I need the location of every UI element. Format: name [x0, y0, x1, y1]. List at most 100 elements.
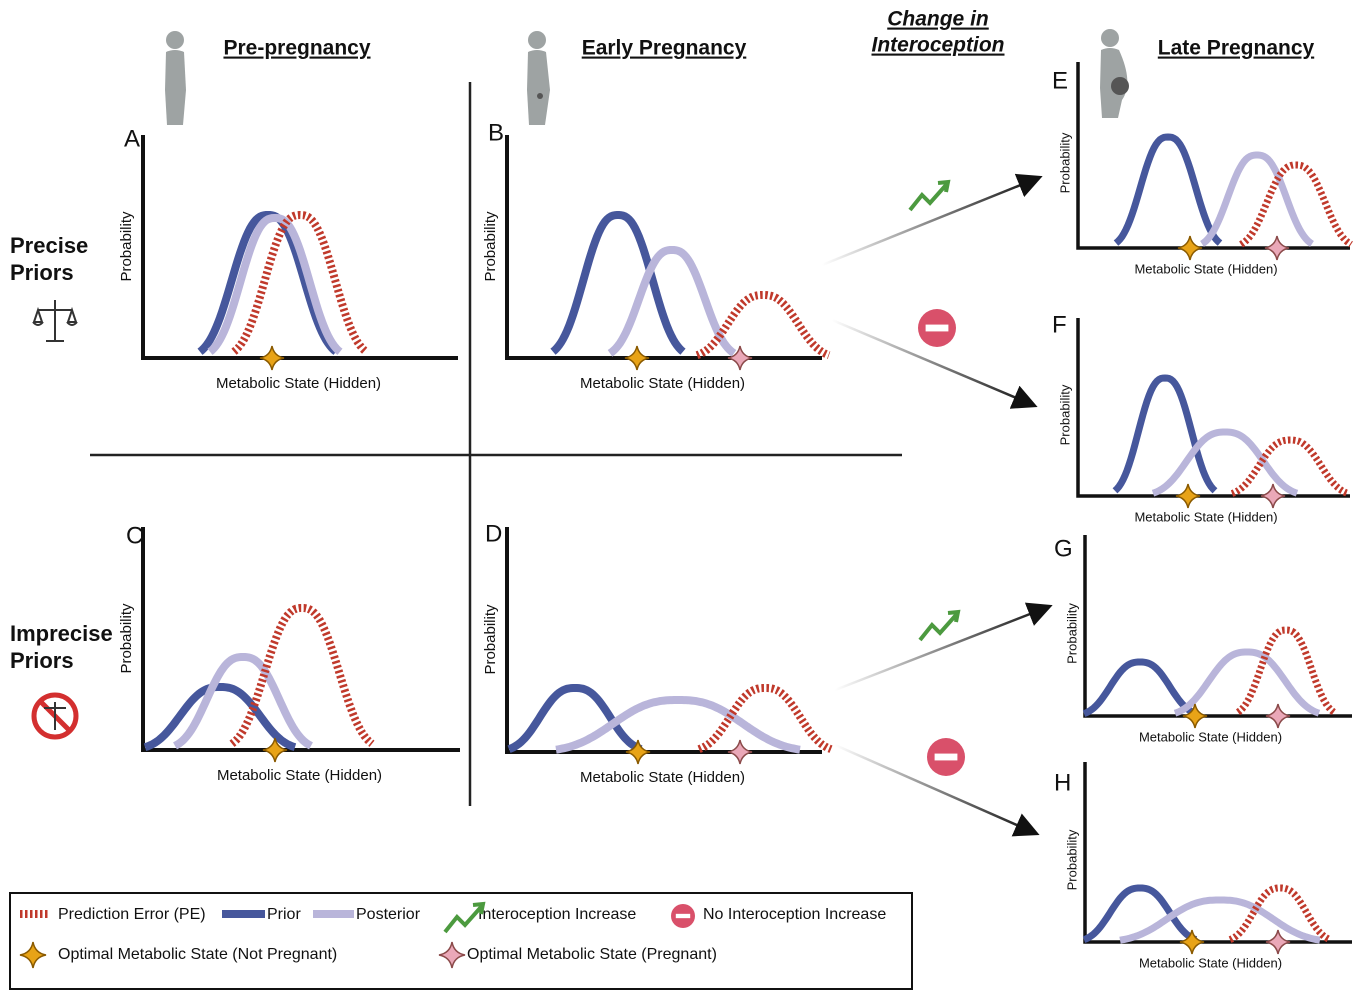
posterior-curve	[1173, 648, 1321, 717]
arrows	[821, 173, 1053, 837]
star	[624, 345, 650, 371]
y-axis-label: Probability	[1057, 384, 1072, 445]
row-label: Priors	[10, 260, 74, 285]
posterior-curve	[1119, 896, 1321, 944]
posterior-curve	[607, 246, 737, 357]
x-axis-label: Metabolic State (Hidden)	[216, 375, 381, 392]
column-header: Pre-pregnancy	[223, 37, 370, 60]
x-axis-label: Metabolic State (Hidden)	[580, 375, 745, 392]
star	[259, 345, 285, 371]
legend-label: Prediction Error (PE)	[58, 906, 206, 923]
legend: Prediction Error (PE) Prior Posterior Inter…	[9, 892, 913, 990]
change-header: Interoception	[871, 34, 1004, 57]
star	[438, 941, 466, 969]
column-header: Early Pregnancy	[582, 37, 747, 60]
trend-icon	[918, 609, 961, 642]
panel-letter: A	[124, 125, 140, 152]
posterior-curve	[1151, 428, 1299, 497]
star	[1177, 235, 1203, 261]
axes	[505, 135, 822, 360]
panel-letter: B	[488, 119, 504, 146]
prior-curve	[550, 211, 686, 355]
star	[727, 739, 753, 765]
panel-letter: F	[1052, 311, 1067, 338]
x-axis-label: Metabolic State (Hidden)	[1139, 729, 1282, 744]
y-axis-label: Probability	[482, 604, 499, 675]
x-axis-label: Metabolic State (Hidden)	[1134, 509, 1277, 524]
no-entry-bar	[925, 324, 949, 332]
legend-label: Prior	[267, 906, 301, 923]
prior-curve	[1113, 133, 1223, 246]
star	[1182, 703, 1208, 729]
column-header: Late Pregnancy	[1158, 37, 1315, 60]
legend-label: Optimal Metabolic State (Pregnant)	[467, 946, 717, 963]
pe-curve	[229, 604, 375, 747]
y-axis-label: Probability	[482, 211, 499, 282]
star	[727, 345, 753, 371]
legend-label: No Interoception Increase	[703, 906, 886, 923]
x-axis-label: Metabolic State (Hidden)	[580, 769, 745, 786]
dividers	[90, 82, 902, 806]
pe-curve	[1235, 626, 1337, 716]
panel-letter: D	[485, 520, 502, 547]
star	[1265, 703, 1291, 729]
panel-letter: C	[126, 522, 143, 549]
row-label: Precise	[10, 233, 88, 258]
prior-curve	[197, 211, 339, 355]
pe-curve	[231, 210, 369, 355]
balance-icon	[32, 300, 78, 342]
pe-curve	[695, 291, 831, 359]
y-axis-label: Probability	[118, 603, 135, 674]
row-label: Priors	[10, 648, 74, 673]
row-label: Imprecise	[10, 621, 113, 646]
pe-curve	[1228, 884, 1332, 943]
no-entry-bar	[934, 753, 958, 761]
axes	[141, 135, 458, 360]
prior-curve	[143, 683, 297, 752]
legend-label: Interoception Increase	[478, 906, 636, 923]
axes	[141, 527, 460, 752]
star	[262, 737, 288, 763]
legend-label: Posterior	[356, 906, 421, 923]
change-header: Change in	[887, 8, 989, 31]
pe-curve	[1239, 161, 1353, 248]
posterior-curve	[1200, 151, 1314, 247]
star	[625, 739, 651, 765]
prior-curve	[1082, 884, 1198, 943]
x-axis-label: Metabolic State (Hidden)	[217, 767, 382, 784]
y-axis-label: Probability	[118, 211, 135, 282]
prior-curve	[507, 684, 643, 753]
panel-letter: H	[1054, 769, 1071, 796]
y-axis-label: Probability	[1064, 829, 1079, 890]
y-axis-label: Probability	[1064, 603, 1079, 664]
star	[1179, 929, 1205, 955]
star	[1260, 483, 1286, 509]
prior-curve	[1112, 374, 1218, 494]
star	[19, 941, 47, 969]
trend-icon	[443, 901, 486, 934]
axes	[505, 527, 822, 754]
panel-letter: E	[1052, 67, 1068, 94]
legend-label: Optimal Metabolic State (Not Pregnant)	[58, 946, 337, 963]
pe-curve	[1230, 436, 1350, 497]
star	[1264, 235, 1290, 261]
axes	[1076, 318, 1350, 498]
prior-curve	[1082, 658, 1198, 717]
posterior-curve	[555, 696, 801, 754]
silhouettes	[165, 29, 1129, 125]
posterior-curve	[207, 214, 343, 355]
no-entry-bar	[675, 913, 691, 919]
x-axis-label: Metabolic State (Hidden)	[1134, 261, 1277, 276]
panel-letter: G	[1054, 535, 1073, 562]
axes	[1076, 62, 1350, 250]
star	[1175, 483, 1201, 509]
forbidden-icon	[31, 692, 79, 740]
posterior-curve	[173, 653, 313, 750]
star	[1265, 929, 1291, 955]
y-axis-label: Probability	[1057, 132, 1072, 193]
axes	[1083, 762, 1352, 944]
axes	[1083, 535, 1352, 718]
x-axis-label: Metabolic State (Hidden)	[1139, 955, 1282, 970]
trend-icon	[908, 179, 951, 212]
